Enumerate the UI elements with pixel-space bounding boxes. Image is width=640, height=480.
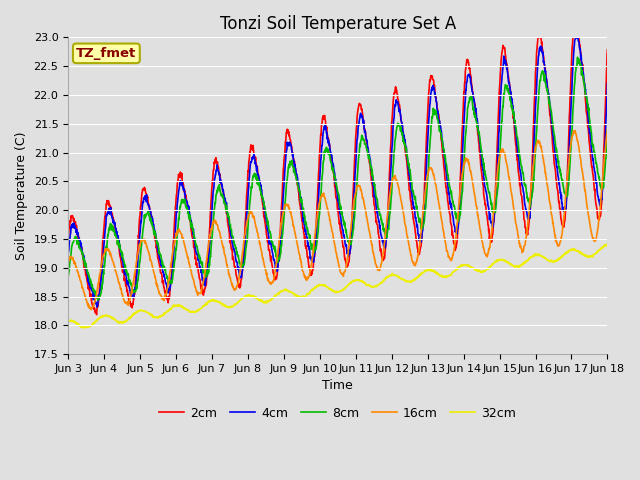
32cm bbox=[129, 313, 136, 319]
2cm bbox=[294, 182, 301, 188]
X-axis label: Time: Time bbox=[323, 379, 353, 392]
Y-axis label: Soil Temperature (C): Soil Temperature (C) bbox=[15, 132, 28, 260]
Text: TZ_fmet: TZ_fmet bbox=[76, 47, 136, 60]
16cm bbox=[305, 275, 312, 281]
4cm bbox=[93, 304, 100, 310]
Legend: 2cm, 4cm, 8cm, 16cm, 32cm: 2cm, 4cm, 8cm, 16cm, 32cm bbox=[154, 402, 522, 424]
32cm bbox=[294, 293, 301, 299]
8cm bbox=[64, 273, 72, 278]
8cm bbox=[372, 188, 380, 193]
2cm bbox=[534, 35, 542, 40]
32cm bbox=[604, 242, 611, 248]
2cm bbox=[93, 312, 100, 317]
16cm bbox=[106, 252, 114, 258]
32cm bbox=[64, 318, 72, 324]
Line: 8cm: 8cm bbox=[68, 57, 607, 300]
16cm bbox=[129, 284, 136, 290]
2cm bbox=[314, 180, 322, 186]
4cm bbox=[64, 251, 72, 257]
4cm bbox=[294, 174, 301, 180]
16cm bbox=[64, 258, 72, 264]
Line: 4cm: 4cm bbox=[68, 37, 607, 307]
16cm bbox=[372, 261, 380, 266]
4cm bbox=[106, 207, 114, 213]
16cm bbox=[87, 307, 95, 312]
16cm bbox=[294, 241, 301, 247]
32cm bbox=[80, 325, 88, 331]
2cm bbox=[604, 47, 611, 52]
8cm bbox=[604, 128, 611, 133]
8cm bbox=[294, 180, 301, 186]
4cm bbox=[572, 35, 580, 40]
2cm bbox=[129, 305, 136, 311]
Line: 16cm: 16cm bbox=[68, 129, 607, 310]
2cm bbox=[106, 205, 114, 211]
32cm bbox=[106, 314, 114, 320]
2cm bbox=[305, 260, 312, 266]
8cm bbox=[106, 222, 114, 228]
4cm bbox=[314, 202, 322, 207]
8cm bbox=[94, 297, 102, 303]
2cm bbox=[372, 210, 380, 216]
32cm bbox=[604, 241, 611, 247]
4cm bbox=[129, 294, 136, 300]
16cm bbox=[604, 126, 611, 132]
16cm bbox=[314, 206, 322, 212]
8cm bbox=[573, 54, 581, 60]
8cm bbox=[314, 228, 322, 234]
Line: 32cm: 32cm bbox=[68, 244, 607, 328]
4cm bbox=[305, 244, 312, 250]
32cm bbox=[372, 283, 380, 289]
4cm bbox=[372, 196, 380, 202]
8cm bbox=[129, 286, 136, 292]
Title: Tonzi Soil Temperature Set A: Tonzi Soil Temperature Set A bbox=[220, 15, 456, 33]
2cm bbox=[64, 232, 72, 238]
Line: 2cm: 2cm bbox=[68, 37, 607, 314]
8cm bbox=[305, 231, 312, 237]
32cm bbox=[305, 290, 312, 296]
4cm bbox=[604, 81, 611, 86]
32cm bbox=[314, 284, 322, 289]
